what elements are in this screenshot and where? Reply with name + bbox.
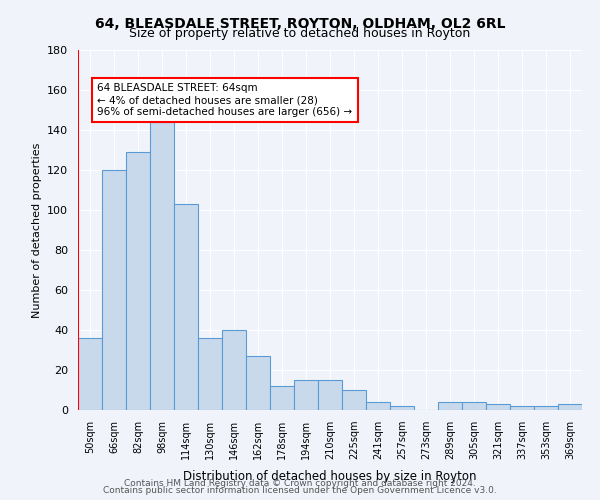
Text: 64, BLEASDALE STREET, ROYTON, OLDHAM, OL2 6RL: 64, BLEASDALE STREET, ROYTON, OLDHAM, OL…: [95, 18, 505, 32]
Bar: [150, 122, 174, 410]
Bar: [174, 204, 198, 410]
Bar: [294, 380, 318, 410]
Bar: [126, 152, 150, 410]
Y-axis label: Number of detached properties: Number of detached properties: [32, 142, 41, 318]
Bar: [198, 338, 222, 410]
Bar: [558, 404, 582, 410]
Text: Contains public sector information licensed under the Open Government Licence v3: Contains public sector information licen…: [103, 486, 497, 495]
X-axis label: Distribution of detached houses by size in Royton: Distribution of detached houses by size …: [183, 470, 477, 484]
Bar: [534, 406, 558, 410]
Bar: [390, 406, 414, 410]
Bar: [486, 404, 510, 410]
Bar: [510, 406, 534, 410]
Bar: [222, 330, 246, 410]
Bar: [318, 380, 342, 410]
Bar: [270, 386, 294, 410]
Text: Size of property relative to detached houses in Royton: Size of property relative to detached ho…: [130, 28, 470, 40]
Text: 64 BLEASDALE STREET: 64sqm
← 4% of detached houses are smaller (28)
96% of semi-: 64 BLEASDALE STREET: 64sqm ← 4% of detac…: [97, 84, 352, 116]
Bar: [366, 402, 390, 410]
Bar: [342, 390, 366, 410]
Bar: [102, 170, 126, 410]
Bar: [78, 338, 102, 410]
Bar: [462, 402, 486, 410]
Text: Contains HM Land Registry data © Crown copyright and database right 2024.: Contains HM Land Registry data © Crown c…: [124, 478, 476, 488]
Bar: [246, 356, 270, 410]
Bar: [438, 402, 462, 410]
